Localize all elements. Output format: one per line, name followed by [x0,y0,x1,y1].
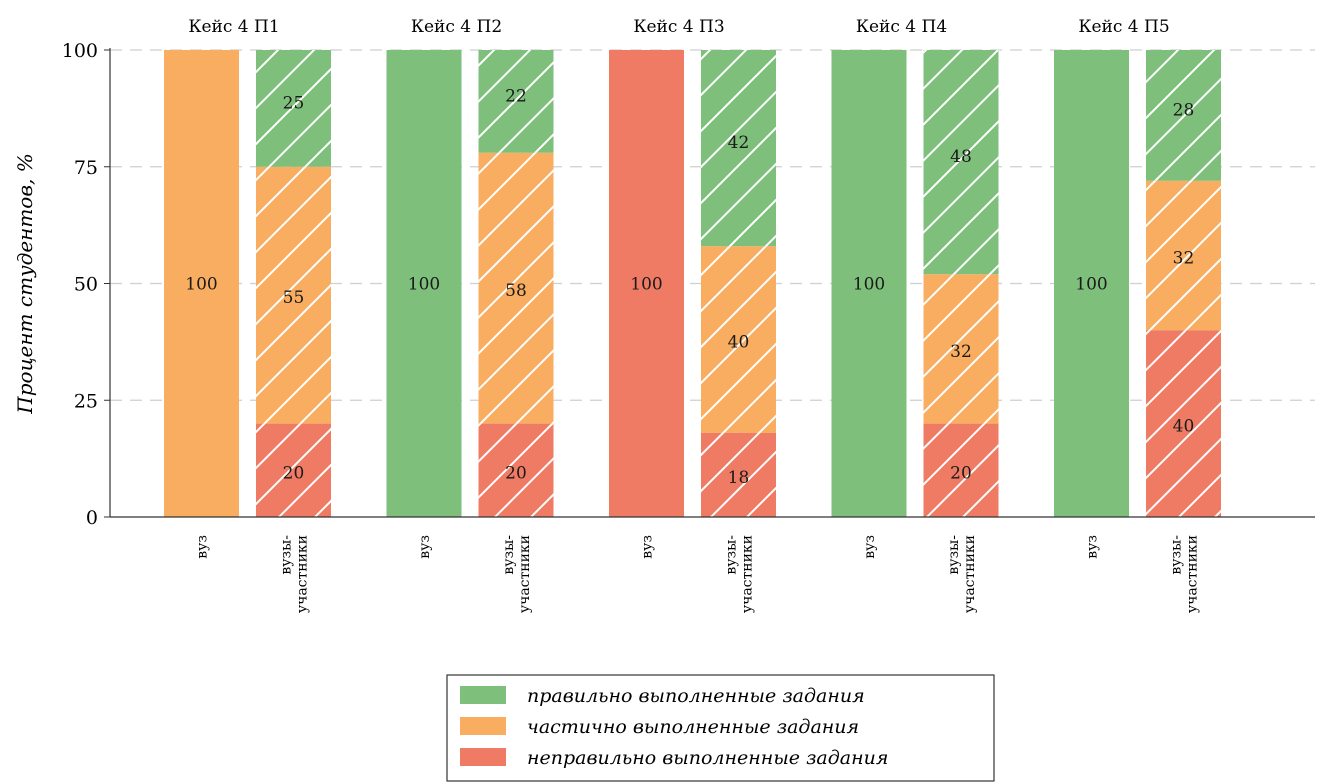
x-category-label: вуз [1085,535,1101,559]
x-category-label: участники [740,535,756,613]
bar-segment-hatch [478,423,554,517]
axes: 0 25 50 75 100 [62,40,1315,529]
bar-segment-correct [831,50,907,517]
data-label: 28 [1173,100,1195,120]
data-label: 25 [283,93,305,113]
bar-segment-hatch [1146,50,1221,181]
data-label: 100 [630,275,662,295]
legend-label: частично выполненные задания [527,716,859,738]
x-category-label: вуз [640,535,656,559]
data-label: 40 [1173,417,1195,437]
legend-swatch-incorrect [460,748,506,766]
y-tick-label: 75 [74,157,98,179]
group-title: Кейс 4 П4 [856,17,947,37]
data-label: 48 [950,147,972,167]
data-label: 20 [283,463,305,483]
data-label: 100 [408,275,440,295]
bar-segment-hatch [701,432,776,517]
bar-segment-correct [386,50,462,517]
bar-segment-hatch [478,50,554,153]
data-label: 20 [505,463,527,483]
legend-box [446,674,995,782]
y-tick-label: 50 [74,274,98,296]
legend: правильно выполненные задания частично вы… [446,674,995,782]
data-label: 100 [853,275,885,295]
data-label: 22 [505,86,527,106]
bar-segment-incorrect [609,50,684,517]
x-category-label: вуз [862,535,878,559]
data-label: 32 [1173,248,1195,268]
x-category-label: участники [1185,535,1201,613]
x-category-label: участники [295,535,311,613]
data-label: 32 [950,342,972,362]
x-category-label: вуз [195,535,211,559]
data-label: 18 [728,468,750,488]
bar-segment-hatch [923,50,999,275]
bar-segment-hatch [923,274,999,424]
bar-segment-hatch [256,423,331,517]
bar-segment-hatch [256,50,331,167]
group-title: Кейс 4 П5 [1078,17,1169,37]
data-label: 100 [185,275,217,295]
data-label: 55 [283,288,305,308]
bar-segment-hatch [256,166,331,424]
bar-segment-hatch [923,423,999,517]
bar-segment-hatch [1146,330,1221,517]
x-category-label: вузы- [279,535,295,575]
data-label: 42 [728,133,750,153]
bar-segment-hatch [701,246,776,433]
x-category-label: вузы- [1169,535,1185,575]
data-label: 58 [505,281,527,301]
data-label: 40 [728,333,750,353]
y-axis-label: Процент студентов, % [13,153,37,414]
x-category-label: участники [962,535,978,613]
x-category-label: участники [517,535,533,613]
bar-segment-partial [164,50,239,517]
bar-segment-hatch [478,152,554,424]
legend-label: неправильно выполненные задания [527,747,888,769]
legend-label: правильно выполненные задания [527,685,865,707]
bar-segment-correct [1054,50,1129,517]
x-category-label: вузы- [946,535,962,575]
legend-swatch-correct [460,686,506,704]
y-tick-label: 0 [86,507,98,529]
group-title: Кейс 4 П2 [411,17,502,37]
bar-segment-hatch [701,50,776,247]
labels: Процент студентов, % Кейс 4 П1 100 вуз 20 55 2… [13,17,1201,613]
group-title: Кейс 4 П1 [188,17,279,37]
x-category-label: вуз [417,535,433,559]
y-tick-label: 100 [62,40,98,62]
legend-swatch-partial [460,717,506,735]
x-category-label: вузы- [501,535,517,575]
group-title: Кейс 4 П3 [633,17,724,37]
data-label: 100 [1075,275,1107,295]
data-label: 20 [950,463,972,483]
bar-segment-hatch [1146,180,1221,331]
x-category-label: вузы- [724,535,740,575]
bars [164,50,1221,517]
y-tick-label: 25 [74,390,98,412]
